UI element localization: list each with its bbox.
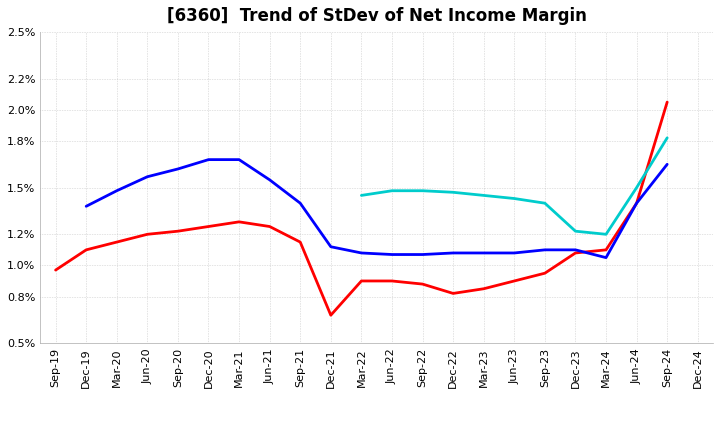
Title: [6360]  Trend of StDev of Net Income Margin: [6360] Trend of StDev of Net Income Marg… [167, 7, 587, 25]
